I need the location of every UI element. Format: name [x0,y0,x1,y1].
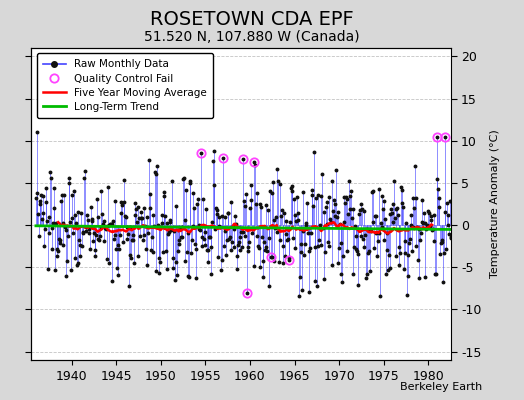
Text: 51.520 N, 107.880 W (Canada): 51.520 N, 107.880 W (Canada) [144,30,359,44]
Text: Berkeley Earth: Berkeley Earth [400,382,482,392]
Legend: Raw Monthly Data, Quality Control Fail, Five Year Moving Average, Long-Term Tren: Raw Monthly Data, Quality Control Fail, … [37,53,213,118]
Y-axis label: Temperature Anomaly (°C): Temperature Anomaly (°C) [490,130,500,278]
Text: ROSETOWN CDA EPF: ROSETOWN CDA EPF [150,10,353,29]
